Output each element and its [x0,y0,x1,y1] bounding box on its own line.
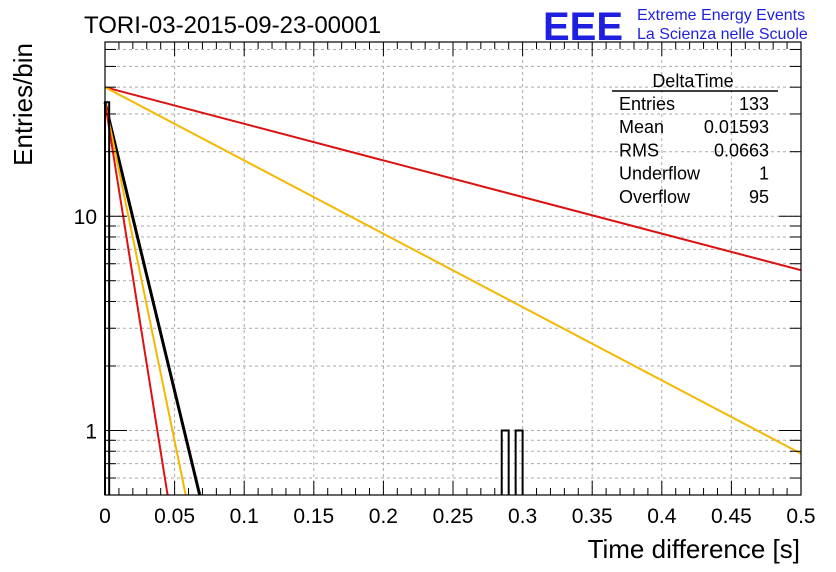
x-tick-label: 0.1 [230,505,259,528]
fit-curve [103,101,202,496]
stats-value: 0.0663 [714,140,769,160]
stats-label: Overflow [619,187,691,207]
stats-value: 0.01593 [704,117,769,137]
x-tick-label: 0.25 [433,505,474,528]
histogram-bin [104,101,111,495]
run-title: TORI-03-2015-09-23-00001 [84,12,381,39]
y-tick-label: 1 [85,420,97,443]
x-axis-label: Time difference [s] [588,534,800,564]
stats-rows: Entries 133 Mean 0.01593 RMS 0.0663 Underflow 1… [619,94,769,207]
eee-logo-line1: Extreme Energy Events [637,7,805,24]
fit-curve [104,86,802,272]
x-tick-label: 0.45 [711,505,752,528]
histogram-bins [104,101,524,495]
x-tick-label: 0.4 [647,505,677,528]
x-tick-label: 0.2 [369,505,398,528]
axes-ticks [104,42,802,496]
stats-box: DeltaTime Entries 133 Mean 0.01593 RMS 0.0663… [612,71,778,207]
x-tick-label: 0.35 [572,505,613,528]
grid-lines [105,42,801,496]
x-tick-label: 0.3 [508,505,537,528]
fit-curve [104,102,169,496]
stats-label: RMS [619,140,659,160]
x-tick-label: 0.05 [154,505,195,528]
x-tick-label: 0.15 [293,505,334,528]
tick-labels: 0 0.05 0.1 0.15 0.2 0.25 0.3 0.35 0.4 0.45 0.5 1 10 [74,206,816,528]
x-tick-label: 0 [99,505,111,528]
stats-value: 95 [749,187,769,207]
histogram-bin [514,429,524,495]
fit-curves [103,86,802,496]
stats-value: 1 [759,164,769,184]
x-tick-label: 0.5 [786,505,815,528]
stats-label: Underflow [619,164,701,184]
eee-logo: EEE Extreme Energy Events La Scienza nel… [543,5,808,49]
stats-label: Mean [619,117,664,137]
y-tick-label: 10 [74,206,97,229]
stats-title: DeltaTime [652,71,733,91]
fit-curve [104,102,187,496]
stats-value: 133 [739,94,769,114]
y-axis-label: Entries/bin [8,43,38,166]
fit-curve [104,86,802,455]
eee-logo-line2: La Scienza nelle Scuole [637,26,808,43]
stats-label: Entries [619,94,675,114]
histogram-bin [500,429,510,495]
